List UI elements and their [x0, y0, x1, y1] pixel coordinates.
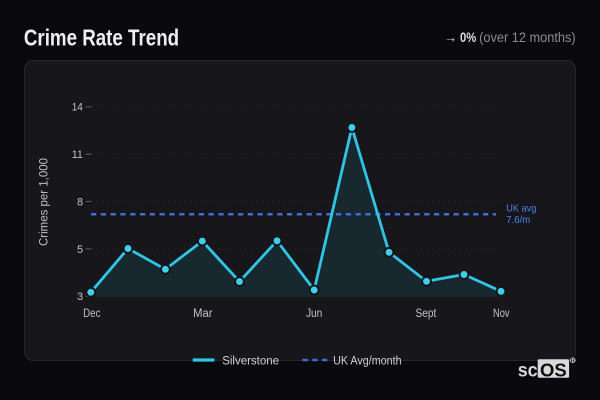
svg-text:7.6/m: 7.6/m	[506, 214, 530, 226]
svg-text:→: →	[444, 30, 457, 45]
svg-text:R: R	[571, 358, 576, 364]
svg-text:0%: 0%	[460, 30, 476, 45]
svg-text:OS: OS	[540, 359, 567, 380]
svg-text:5: 5	[77, 244, 83, 256]
svg-text:Nov: Nov	[493, 308, 510, 320]
svg-text:8: 8	[77, 196, 83, 208]
svg-text:UK Avg/month: UK Avg/month	[333, 356, 402, 368]
svg-text:Sept: Sept	[416, 308, 437, 320]
svg-text:Crime Rate Trend: Crime Rate Trend	[24, 25, 179, 51]
svg-text:Mar: Mar	[193, 308, 213, 320]
svg-text:Dec: Dec	[83, 308, 101, 320]
svg-text:Crimes per 1,000: Crimes per 1,000	[39, 158, 51, 246]
svg-text:14: 14	[72, 102, 83, 114]
svg-text:Silverstone: Silverstone	[222, 356, 279, 368]
svg-text:Jun: Jun	[306, 308, 322, 320]
svg-text:3: 3	[77, 291, 83, 303]
svg-text:11: 11	[72, 149, 83, 161]
svg-text:sc: sc	[518, 359, 538, 381]
svg-text:(over 12 months): (over 12 months)	[479, 30, 576, 45]
svg-text:UK avg: UK avg	[506, 202, 536, 214]
